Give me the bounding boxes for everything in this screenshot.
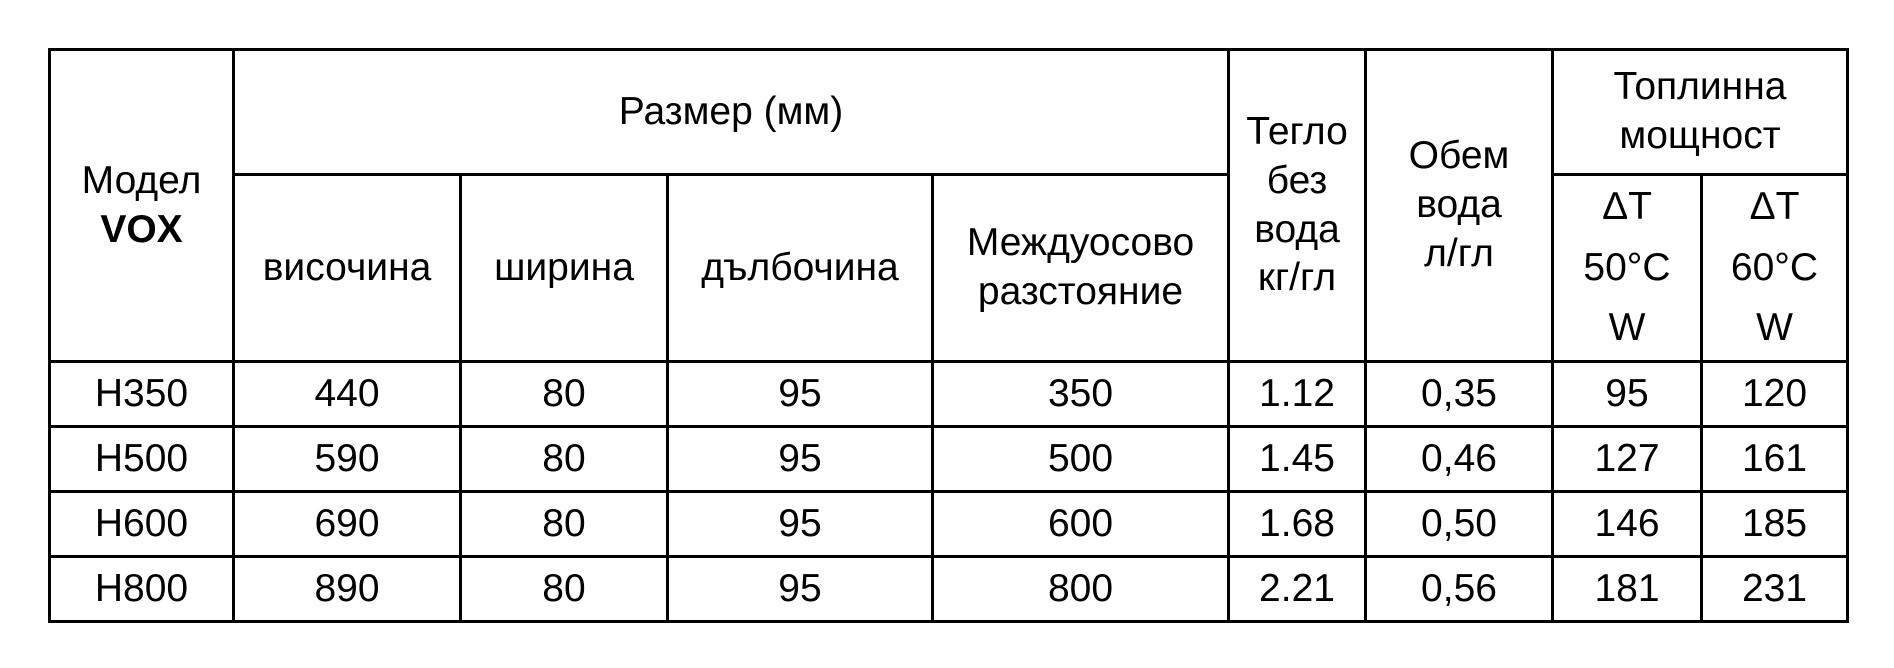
header-weight: Тегло без вода кг/гл: [1227, 48, 1367, 363]
header-dt60: ΔT 60°C W: [1700, 173, 1849, 363]
table-cell: 1.68: [1227, 490, 1367, 558]
radiator-spec-table: Модел VOX Размер (мм) Тегло без вода кг/гл О…: [48, 48, 1849, 623]
table-cell: 231: [1700, 555, 1849, 623]
table-cell: H800: [48, 555, 235, 623]
table-row: H600 690 80 95 600 1.68 0,50 146 185: [48, 490, 1849, 558]
model-label: Модел: [81, 158, 202, 202]
table-cell: H350: [48, 360, 235, 428]
table-cell: 500: [931, 425, 1230, 493]
table-cell: 600: [931, 490, 1230, 558]
table-cell: 161: [1700, 425, 1849, 493]
table-cell: 0,56: [1364, 555, 1554, 623]
table-cell: 95: [666, 490, 934, 558]
header-volume: Обем вода л/гл: [1364, 48, 1554, 363]
table-cell: 181: [1551, 555, 1703, 623]
model-brand: VOX: [100, 207, 183, 251]
table-cell: 95: [666, 360, 934, 428]
table-cell: 890: [232, 555, 462, 623]
table-cell: 2.21: [1227, 555, 1367, 623]
header-model: Модел VOX: [48, 48, 235, 363]
table-row: H500 590 80 95 500 1.45 0,46 127 161: [48, 425, 1849, 493]
table-row: H350 440 80 95 350 1.12 0,35 95 120: [48, 360, 1849, 428]
table-row: H800 890 80 95 800 2.21 0,56 181 231: [48, 555, 1849, 623]
table-cell: 80: [459, 425, 669, 493]
table-cell: 0,50: [1364, 490, 1554, 558]
table-cell: 440: [232, 360, 462, 428]
table-cell: 80: [459, 360, 669, 428]
table-cell: 127: [1551, 425, 1703, 493]
table-cell: 800: [931, 555, 1230, 623]
table-cell: 80: [459, 555, 669, 623]
table-cell: 1.12: [1227, 360, 1367, 428]
header-power-group: Топлинна мощност: [1551, 48, 1849, 176]
table-cell: 350: [931, 360, 1230, 428]
table-cell: 95: [1551, 360, 1703, 428]
table-cell: 146: [1551, 490, 1703, 558]
header-dt50: ΔT 50°C W: [1551, 173, 1703, 363]
header-depth: дълбочина: [666, 173, 934, 363]
table-cell: H500: [48, 425, 235, 493]
table-cell: 95: [666, 425, 934, 493]
table-cell: 80: [459, 490, 669, 558]
table-cell: 185: [1700, 490, 1849, 558]
table-cell: 0,46: [1364, 425, 1554, 493]
header-height: височина: [232, 173, 462, 363]
header-axis-distance: Междуосово разстояние: [931, 173, 1230, 363]
table-cell: 1.45: [1227, 425, 1367, 493]
table-cell: 95: [666, 555, 934, 623]
table-cell: 590: [232, 425, 462, 493]
header-size-group: Размер (мм): [232, 48, 1230, 176]
table-cell: 690: [232, 490, 462, 558]
table-cell: H600: [48, 490, 235, 558]
table-cell: 0,35: [1364, 360, 1554, 428]
header-width: ширина: [459, 173, 669, 363]
table-cell: 120: [1700, 360, 1849, 428]
